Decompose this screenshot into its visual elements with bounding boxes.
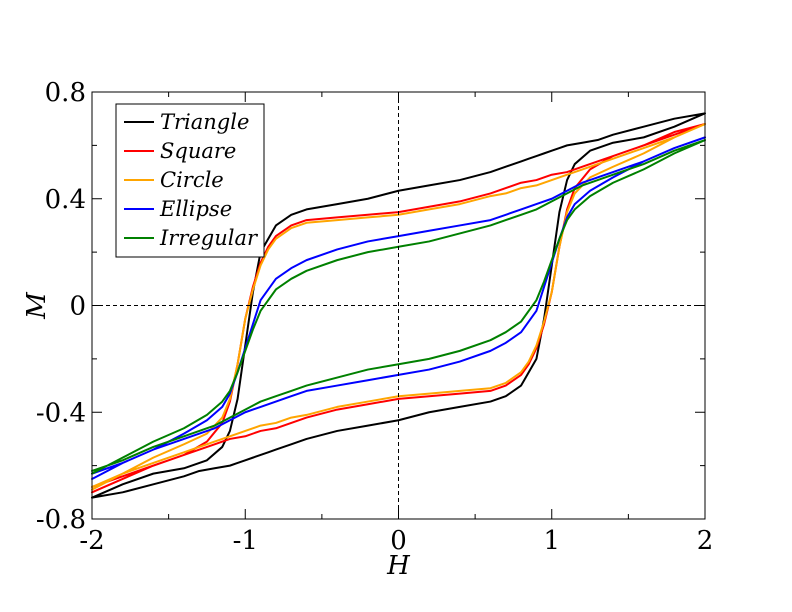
x-tick-label: -1 <box>233 526 258 556</box>
legend-label-triangle: Triangle <box>160 110 249 134</box>
y-tick-label: 0.8 <box>45 78 86 108</box>
y-tick-label: 0.4 <box>45 185 86 215</box>
y-tick-label: -0.8 <box>36 505 86 535</box>
legend-label-circle: Circle <box>160 168 224 192</box>
x-tick-label: 2 <box>697 526 714 556</box>
legend-label-irregular: Irregular <box>159 226 259 250</box>
y-axis-label: M <box>22 291 52 320</box>
x-axis-label: H <box>386 551 411 581</box>
y-tick-label: 0 <box>69 292 86 322</box>
x-tick-label: 1 <box>543 526 560 556</box>
legend: Triangle Square Circle Ellipse Irregular <box>115 103 265 258</box>
x-tick-label: 0 <box>390 526 407 556</box>
x-tick-label: -2 <box>79 526 104 556</box>
legend-label-ellipse: Ellipse <box>159 197 232 221</box>
axes-layer: -2 -1 0 1 2 -0.8 -0.4 0 0.4 0.8 H M <box>22 78 713 581</box>
legend-label-square: Square <box>160 139 236 163</box>
y-tick-label: -0.4 <box>36 398 86 428</box>
